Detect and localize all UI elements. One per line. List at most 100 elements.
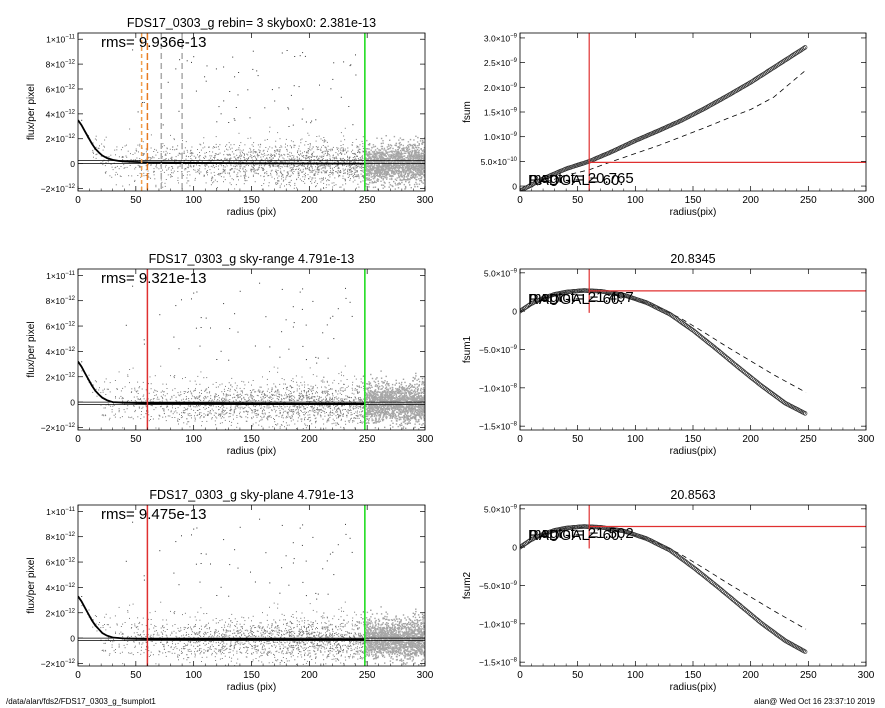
scatter-point [366,139,368,142]
scatter-point [414,159,416,161]
scatter-point [162,143,164,145]
scatter-point [335,156,337,158]
scatter-point [311,396,313,398]
scatter-point [303,165,305,167]
scatter-point [303,165,305,167]
scatter-point [132,418,134,420]
scatter-point [100,155,102,157]
scatter-point [382,405,384,407]
scatter-point [307,148,309,150]
scatter-point [224,169,226,171]
scatter-point [290,179,292,181]
scatter-point [422,392,425,394]
scatter-point [404,166,406,168]
scatter-point [330,88,332,90]
scatter-point [129,382,130,384]
scatter-point [374,385,377,387]
scatter-point [252,425,254,427]
scatter-point [399,155,402,158]
scatter-point [169,398,171,400]
scatter-point [217,159,219,160]
scatter-point [292,405,294,407]
scatter-point [302,171,304,173]
scatter-point [260,175,262,177]
scatter-point [269,161,271,163]
scatter-point [408,171,411,174]
scatter-point [340,186,342,188]
scatter-point [145,406,147,408]
scatter-point [225,163,227,165]
scatter-point [365,173,367,175]
scatter-point [284,161,286,163]
scatter-point [401,175,404,178]
scatter-point [298,169,299,170]
scatter-point [356,171,358,173]
scatter-point [322,418,324,420]
scatter-point [161,181,163,183]
scatter-point [370,157,372,160]
scatter-point [239,167,241,169]
scatter-point [116,149,118,151]
scatter-point [239,393,241,395]
scatter-point [188,171,190,172]
scatter-point [212,177,214,179]
scatter-point [188,156,189,158]
scatter-point [411,165,413,167]
scatter-point [407,153,410,155]
scatter-point [175,68,177,70]
scatter-point [353,164,355,165]
scatter-point [400,175,403,177]
scatter-point [280,394,282,396]
scatter-point [277,149,279,151]
scatter-point [311,407,313,409]
scatter-point [349,165,350,167]
scatter-point [275,169,277,171]
scatter-point [281,416,283,418]
scatter-point [371,170,373,172]
scatter-point [203,397,205,399]
scatter-point [326,164,328,166]
scatter-point [208,146,210,148]
scatter-point [294,144,296,146]
scatter-point [307,162,309,163]
rms-annotation: rms= 9.936e-13 [101,34,206,51]
scatter-point [253,171,255,173]
scatter-point [407,172,409,174]
scatter-point [338,373,340,375]
scatter-point [420,165,423,167]
scatter-point [293,85,295,87]
scatter-point [145,175,147,176]
scatter-point [280,424,282,426]
scatter-point [375,153,377,155]
scatter-point [319,397,321,399]
scatter-point [395,179,398,181]
scatter-point [422,162,425,164]
scatter-point [222,416,223,418]
scatter-point [225,396,227,398]
scatter-point [407,163,409,165]
scatter-point [317,414,319,416]
scatter-point [131,416,133,418]
scatter-point [306,151,308,153]
scatter-point [228,172,230,174]
scatter-point [275,150,277,152]
scatter-point [423,154,425,156]
scatter-point [225,145,226,147]
scatter-point [155,166,157,168]
scatter-point [244,178,246,180]
scatter-point [278,149,280,151]
scatter-point [215,153,217,155]
scatter-point [124,145,126,147]
scatter-point [251,395,253,397]
scatter-point [92,149,94,151]
scatter-point [214,179,216,181]
scatter-point [281,378,283,379]
scatter-point [286,424,288,426]
scatter-point [212,147,214,149]
scatter-point [343,375,345,377]
scatter-point [347,168,349,170]
scatter-point [341,414,343,416]
scatter-point [420,162,422,164]
scatter-point [408,178,411,180]
scatter-point [405,187,407,189]
